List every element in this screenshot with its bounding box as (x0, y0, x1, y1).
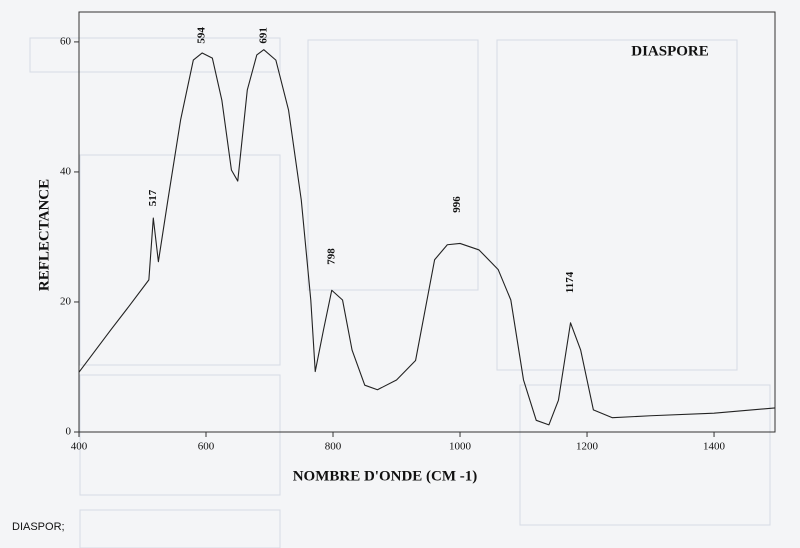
y-tick-label: 60 (60, 35, 72, 47)
peak-label: 1174 (564, 271, 576, 293)
x-tick-label: 1000 (449, 441, 472, 453)
spectrum-line (78, 49, 776, 426)
x-tick-label: 600 (198, 441, 215, 453)
chart-title: DIASPORE (631, 43, 709, 59)
y-tick-label: 0 (66, 426, 72, 438)
y-axis-label: REFLECTANCE (36, 179, 52, 291)
background-form (29, 37, 771, 548)
peak-label: 798 (325, 248, 337, 265)
plot-frame (78, 11, 776, 433)
peak-label: 996 (451, 196, 463, 213)
x-axis-label: NOMBRE D'ONDE (CM -1) (293, 468, 478, 484)
x-tick-label: 1200 (576, 441, 599, 453)
y-tick-label: 40 (60, 165, 72, 177)
peak-label: 517 (147, 189, 159, 206)
footnote: DIASPOR; (12, 521, 65, 533)
y-tick-label: 20 (60, 296, 72, 308)
x-tick-label: 800 (325, 441, 342, 453)
peak-label: 691 (257, 27, 269, 44)
x-tick-label: 400 (71, 441, 88, 453)
x-tick-label: 1400 (703, 441, 726, 453)
peak-label: 594 (196, 27, 208, 44)
